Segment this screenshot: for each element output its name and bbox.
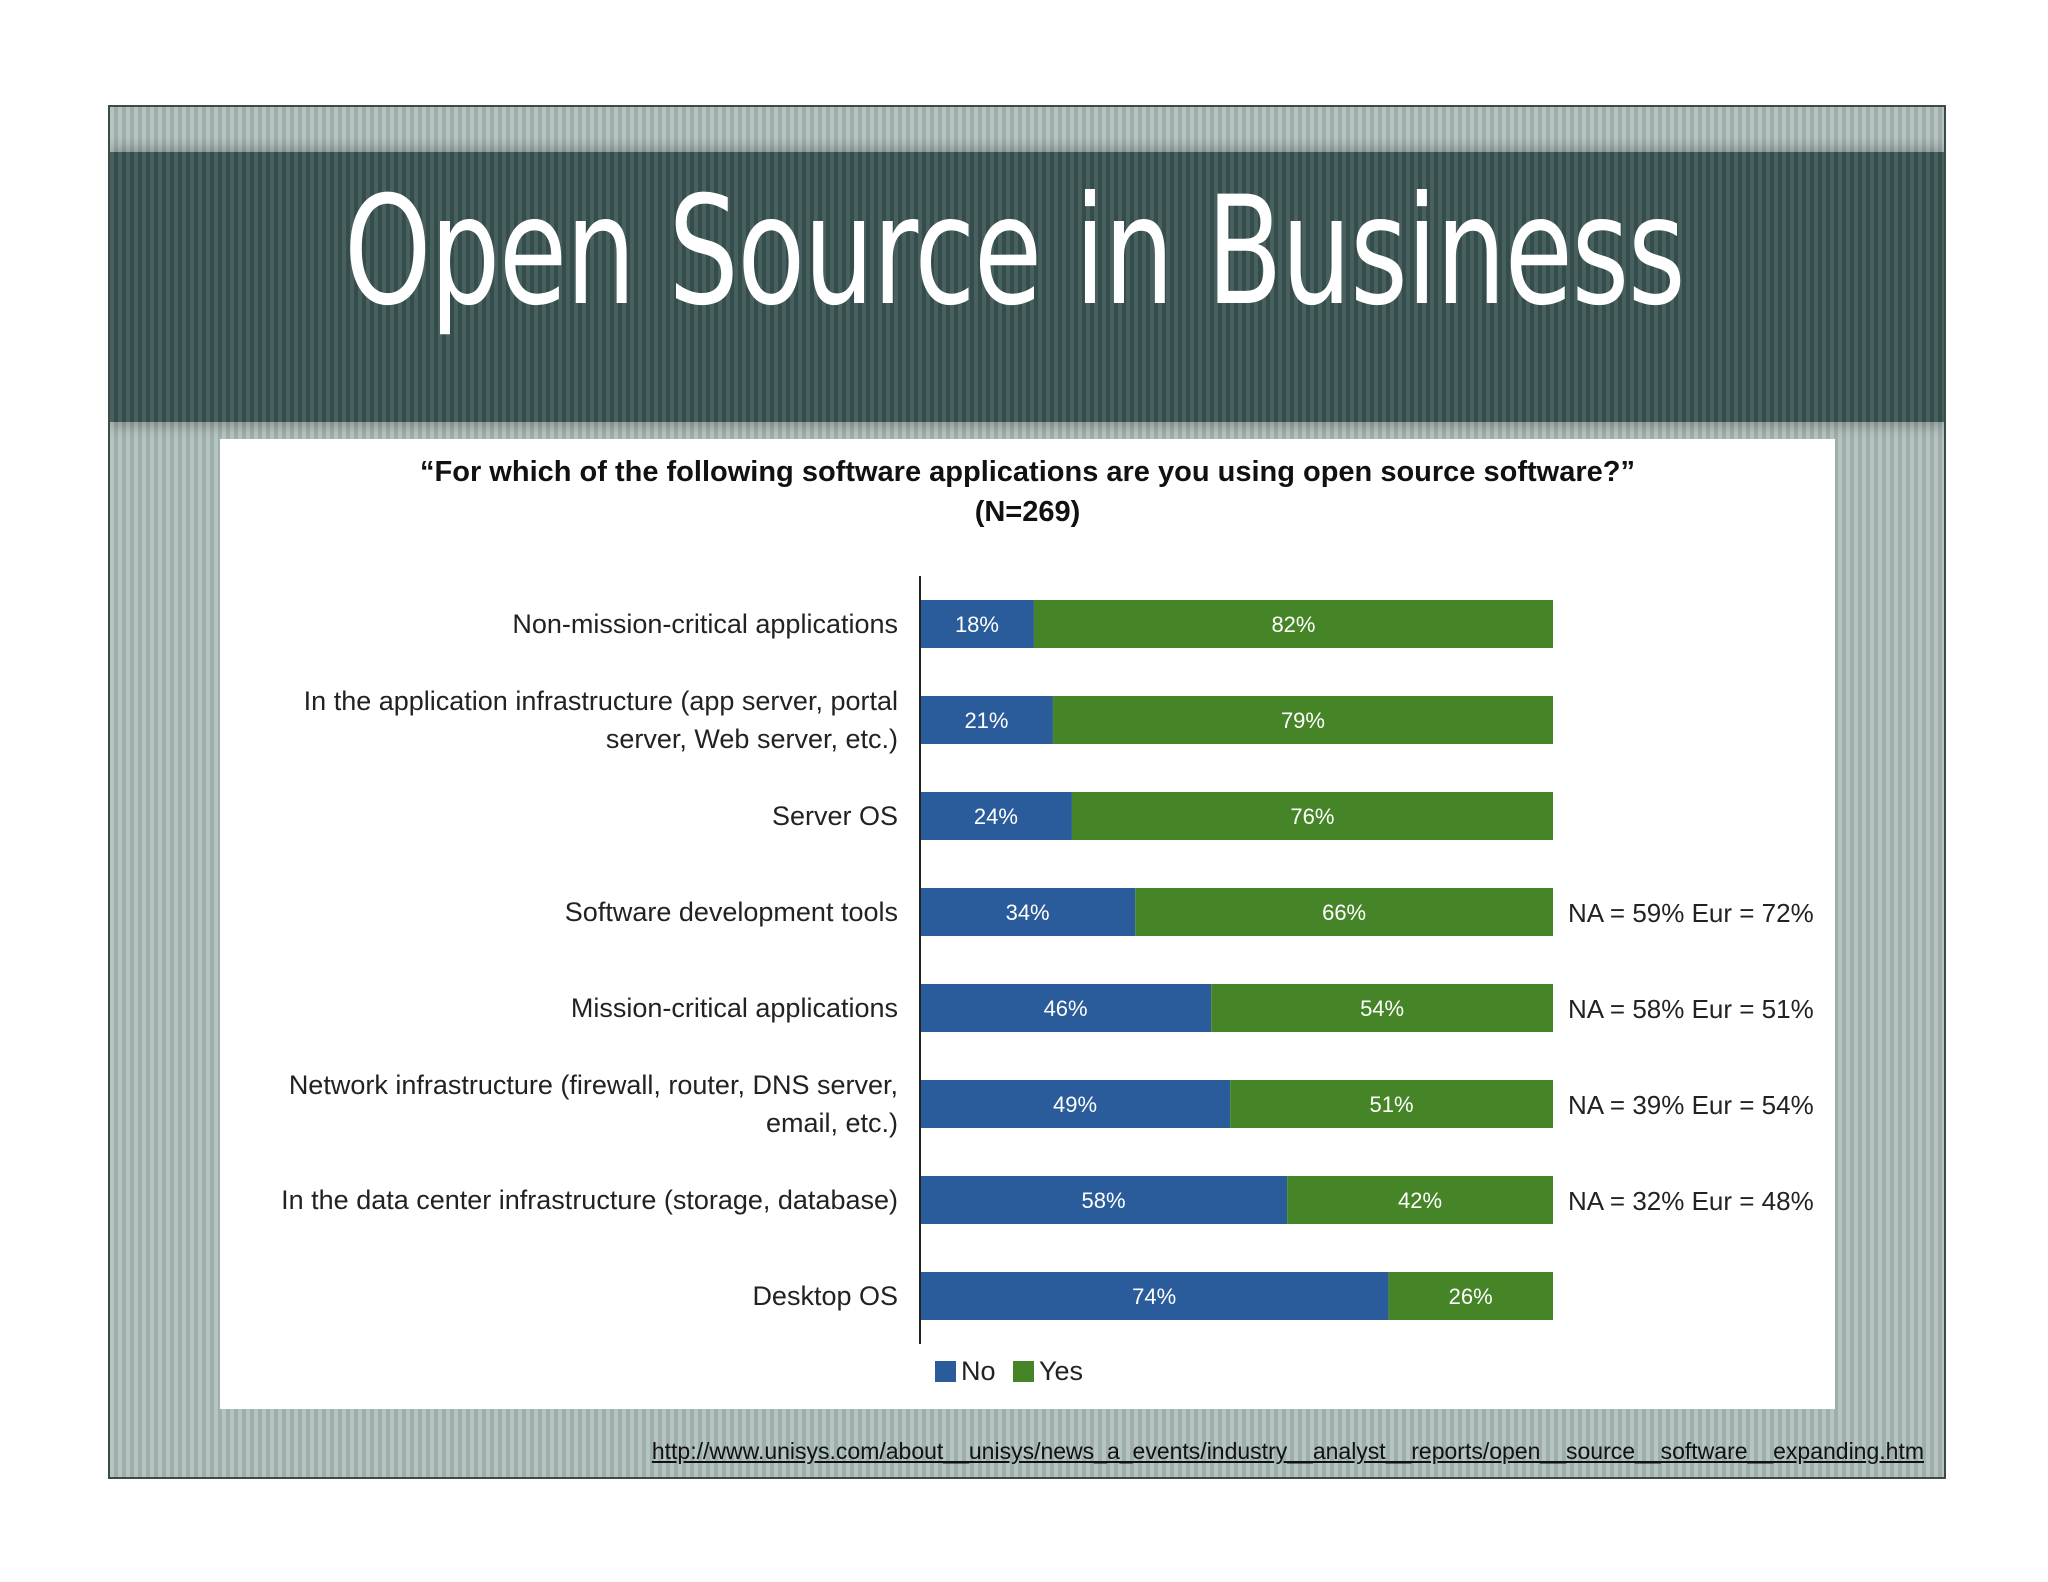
data-label: 54% (1360, 996, 1404, 1021)
bar-segment-no (920, 984, 1212, 1032)
bar-segment-yes (1052, 696, 1553, 744)
bar-segment-no (920, 1272, 1389, 1320)
category-label: Software development tools (565, 897, 898, 927)
chart-panel: “For which of the following software app… (220, 439, 1835, 1409)
data-label: 49% (1053, 1092, 1097, 1117)
data-label: 18% (955, 612, 999, 637)
category-label: email, etc.) (766, 1108, 898, 1138)
category-label: server, Web server, etc.) (606, 724, 898, 754)
region-annotation: NA = 32% Eur = 48% (1568, 1186, 1814, 1216)
data-label: 82% (1271, 612, 1315, 637)
category-label: Desktop OS (752, 1281, 898, 1311)
bar-segment-no (920, 1176, 1288, 1224)
slide: Open Source in Business “For which of th… (108, 105, 1946, 1479)
stacked-bar-chart: “For which of the following software app… (281, 456, 1814, 1386)
data-label: 76% (1290, 804, 1334, 829)
bar-segment-no (920, 1080, 1231, 1128)
chart-title: “For which of the following software app… (420, 456, 1635, 488)
slide-title: Open Source in Business (344, 165, 1686, 339)
bar-segment-yes (1211, 984, 1553, 1032)
legend-label: Yes (1039, 1356, 1083, 1386)
legend-label: No (961, 1356, 996, 1386)
data-label: 66% (1322, 900, 1366, 925)
bar-segment-yes (1033, 600, 1553, 648)
category-label: Server OS (772, 801, 898, 831)
region-annotation: NA = 58% Eur = 51% (1568, 994, 1814, 1024)
bar-segment-no (920, 600, 1034, 648)
bar-segment-yes (1071, 792, 1553, 840)
data-label: 46% (1044, 996, 1088, 1021)
legend-swatch-no (935, 1361, 956, 1382)
category-label: Network infrastructure (firewall, router… (289, 1070, 898, 1100)
data-label: 34% (1006, 900, 1050, 925)
data-label: 79% (1281, 708, 1325, 733)
category-label: Non-mission-critical applications (512, 609, 898, 639)
category-label: In the application infrastructure (app s… (304, 686, 898, 716)
data-label: 51% (1370, 1092, 1414, 1117)
data-label: 42% (1398, 1188, 1442, 1213)
category-label: Mission-critical applications (571, 993, 898, 1023)
bar-segment-no (920, 792, 1072, 840)
bar-segment-no (920, 888, 1136, 936)
data-label: 26% (1449, 1284, 1493, 1309)
bar-segment-yes (1230, 1080, 1553, 1128)
title-band (110, 152, 1944, 422)
source-link[interactable]: http://www.unisys.com/about__unisys/news… (651, 1438, 1924, 1464)
bar-segment-yes (1388, 1272, 1553, 1320)
category-label: In the data center infrastructure (stora… (281, 1185, 898, 1215)
bar-segment-no (920, 696, 1053, 744)
data-label: 21% (964, 708, 1008, 733)
data-label: 74% (1132, 1284, 1176, 1309)
legend-swatch-yes (1013, 1361, 1034, 1382)
region-annotation: NA = 59% Eur = 72% (1568, 898, 1814, 928)
chart-subtitle: (N=269) (975, 496, 1081, 528)
bar-segment-yes (1287, 1176, 1553, 1224)
bar-segment-yes (1135, 888, 1553, 936)
data-label: 24% (974, 804, 1018, 829)
region-annotation: NA = 39% Eur = 54% (1568, 1090, 1814, 1120)
data-label: 58% (1082, 1188, 1126, 1213)
